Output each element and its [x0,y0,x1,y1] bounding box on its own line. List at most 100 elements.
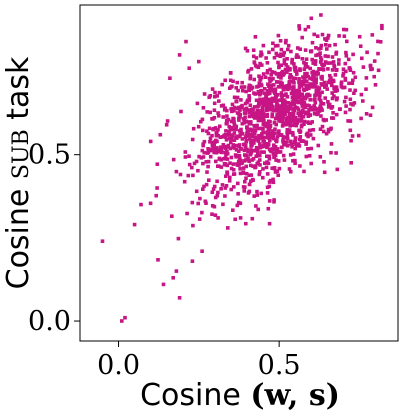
data-point [216,134,220,138]
data-point [206,131,211,136]
data-point [282,58,287,62]
data-point [205,151,210,155]
data-point [296,142,301,146]
data-point [212,204,217,209]
data-point [258,170,262,174]
x-axis-title-prefix: Cosine [140,378,250,413]
data-point [347,66,352,70]
data-point [248,121,252,126]
data-point [228,161,232,165]
data-point [232,185,236,189]
data-point [223,194,227,198]
data-point [260,63,264,67]
data-point [250,107,255,111]
data-point [252,194,256,198]
data-point [272,143,276,147]
data-point [299,119,303,123]
data-point [190,137,195,142]
data-point [218,135,223,139]
data-point [320,124,325,129]
data-point [234,124,239,129]
data-point [178,172,183,177]
data-point [224,174,228,178]
data-point [342,85,347,90]
data-point [302,169,306,174]
data-point [190,259,195,263]
data-point [263,123,267,127]
data-point [314,53,318,58]
data-point [250,128,254,132]
data-point [365,50,369,55]
data-point [202,92,207,96]
data-point [249,173,254,177]
data-point [313,93,317,98]
data-point [185,211,189,216]
data-point [281,105,285,110]
data-point [227,124,231,129]
data-point [259,90,263,94]
data-point [330,83,334,88]
data-point [322,63,327,67]
data-point [262,150,266,154]
data-point [247,159,251,163]
data-point [265,134,270,139]
data-point [321,68,326,72]
data-point [269,102,274,106]
data-point [300,101,304,106]
data-point [294,123,299,128]
data-point [216,190,220,195]
data-point [304,62,308,66]
data-point [284,105,289,109]
data-point [247,110,251,115]
data-point [344,27,349,32]
data-point [330,116,334,120]
data-point [247,96,251,101]
data-point [215,131,219,135]
data-point [201,161,205,166]
data-point [268,107,273,112]
data-point [319,43,324,48]
data-point [299,116,304,120]
data-point [273,170,278,174]
data-point [158,132,163,137]
data-point [252,77,256,82]
data-point [261,175,265,180]
data-point [332,65,337,69]
data-point [286,108,291,112]
data-point [268,147,272,152]
data-point [183,150,188,154]
data-point [210,87,215,91]
data-point [293,161,297,166]
data-point [191,126,196,131]
data-point [265,154,269,158]
data-point [206,164,210,169]
data-point [276,173,280,177]
data-point [263,75,268,79]
data-point [254,112,258,117]
data-point [276,159,281,163]
data-point [276,131,281,135]
x-tick-label: 0.0 [97,350,140,381]
data-point [342,99,347,104]
data-point [288,102,293,106]
data-point [264,107,268,112]
data-point [271,108,276,113]
data-point [297,95,301,100]
data-point [253,128,258,133]
data-point [282,158,287,162]
data-point [291,133,295,137]
data-point [318,127,323,131]
data-point [241,171,246,175]
y-axis-title: Cosine SUB task [1,56,36,289]
data-point [218,124,222,129]
data-point [325,47,329,51]
data-point [279,63,284,67]
data-point [303,71,307,76]
data-point [264,165,269,170]
data-point [297,77,301,81]
data-point [284,93,288,97]
data-point [287,112,292,116]
data-point [322,80,327,85]
data-point [249,67,254,71]
data-point [224,184,229,188]
